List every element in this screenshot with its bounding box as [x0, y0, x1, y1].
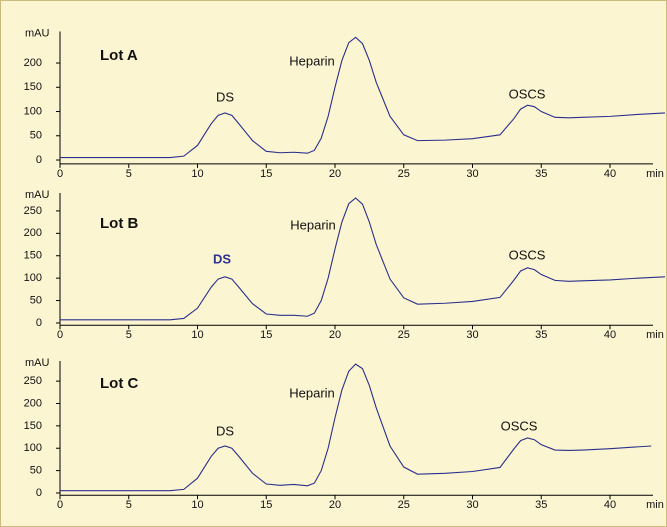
x-tick-label: 10 — [191, 499, 203, 511]
x-tick-label: 5 — [126, 168, 132, 180]
x-tick-label: 10 — [191, 329, 203, 341]
x-tick-label: 25 — [398, 499, 410, 511]
annotation: Heparin — [289, 385, 335, 400]
x-tick-label: 30 — [466, 499, 478, 511]
panel-title: Lot C — [100, 375, 138, 392]
x-tick-label: 40 — [604, 168, 616, 180]
x-tick-label: 15 — [260, 168, 272, 180]
annotation: DS — [216, 89, 234, 104]
annotation: Heparin — [290, 217, 336, 232]
annotation: OSCS — [501, 418, 538, 433]
x-tick-label: 25 — [398, 329, 410, 341]
y-tick-label: 0 — [36, 317, 42, 329]
x-tick-label: 40 — [604, 499, 616, 511]
annotation: OSCS — [509, 86, 546, 101]
y-tick-label: 250 — [24, 205, 42, 217]
x-tick-label: 5 — [126, 499, 132, 511]
x-tick-label: 40 — [604, 329, 616, 341]
annotation: DS — [216, 423, 234, 438]
y-tick-label: 250 — [24, 375, 42, 387]
annotation: Heparin — [289, 53, 335, 68]
x-tick-label: 20 — [329, 329, 341, 341]
x-tick-label: 35 — [535, 499, 547, 511]
y-tick-label: 200 — [24, 227, 42, 239]
y-tick-label: 150 — [24, 420, 42, 432]
line — [60, 363, 652, 492]
y-tick-label: 0 — [36, 487, 42, 499]
y-axis-label: mAU — [25, 27, 50, 39]
x-axis-label: min — [646, 329, 664, 341]
y-axis-label: mAU — [25, 357, 50, 369]
x-axis-label: min — [646, 499, 664, 511]
panel-title: Lot A — [100, 47, 138, 64]
x-tick-label: 30 — [466, 168, 478, 180]
x-tick-label: 5 — [126, 329, 132, 341]
x-tick-label: 15 — [260, 499, 272, 511]
panel-title: Lot B — [100, 215, 138, 232]
x-tick-label: 25 — [398, 168, 410, 180]
x-tick-label: 20 — [329, 499, 341, 511]
y-tick-label: 0 — [36, 154, 42, 166]
y-tick-label: 50 — [30, 465, 42, 477]
x-tick-label: 35 — [535, 329, 547, 341]
y-tick-label: 100 — [24, 272, 42, 284]
line — [60, 36, 666, 159]
y-tick-label: 150 — [24, 81, 42, 93]
y-tick-label: 200 — [24, 57, 42, 69]
annotation: OSCS — [509, 247, 546, 262]
x-tick-label: 35 — [535, 168, 547, 180]
x-tick-label: 0 — [57, 168, 63, 180]
annotation: DS — [213, 251, 231, 266]
x-axis-label: min — [646, 168, 664, 180]
x-tick-label: 10 — [191, 168, 203, 180]
y-tick-label: 150 — [24, 250, 42, 262]
line — [60, 197, 666, 321]
x-tick-label: 20 — [329, 168, 341, 180]
y-tick-label: 50 — [30, 130, 42, 142]
y-tick-label: 200 — [24, 397, 42, 409]
y-tick-label: 100 — [24, 442, 42, 454]
y-tick-label: 50 — [30, 294, 42, 306]
y-axis-label: mAU — [25, 189, 50, 201]
x-tick-label: 0 — [57, 329, 63, 341]
x-tick-label: 15 — [260, 329, 272, 341]
x-tick-label: 0 — [57, 499, 63, 511]
x-tick-label: 30 — [466, 329, 478, 341]
y-tick-label: 100 — [24, 105, 42, 117]
